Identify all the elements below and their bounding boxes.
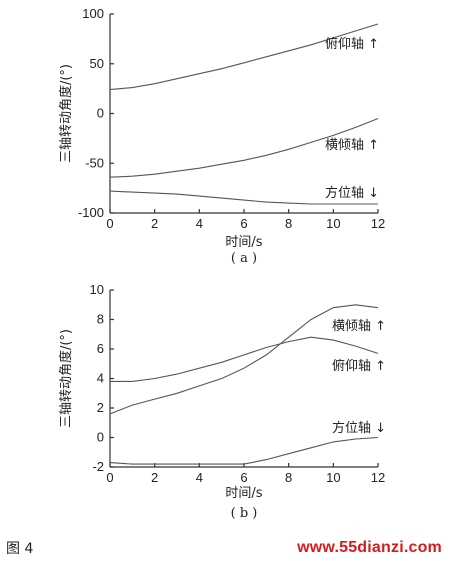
series-line xyxy=(109,117,379,178)
series-label: 俯仰轴 ↑ xyxy=(325,36,379,52)
x-tick-label: 2 xyxy=(151,470,158,485)
y-tick-label: 8 xyxy=(97,312,104,327)
chart-a: -100 -50 0 50 100 0 2 4 6 8 10 12 俯仰轴 ↑ 横倾轴 ↑ 方位轴 ↓ 时间/… xyxy=(58,6,385,266)
x-tick-label: 12 xyxy=(371,470,385,485)
series-label: 俯仰轴 ↑ xyxy=(332,358,386,374)
series-label: 横倾轴 ↑ xyxy=(332,319,386,334)
x-axis-label: 时间/s xyxy=(225,235,262,250)
x-tick-label: 6 xyxy=(240,216,247,231)
y-tick-label: 50 xyxy=(90,56,104,71)
x-tick-label: 8 xyxy=(285,470,292,485)
y-tick-label: 0 xyxy=(97,106,104,121)
figure-label: 图 4 xyxy=(6,541,34,557)
y-tick-label: 0 xyxy=(97,430,104,445)
y-tick-label: 10 xyxy=(90,282,104,297)
watermark-text: www.55dianzi.com xyxy=(297,539,442,556)
y-axis-label: 三轴转动角度/(°) xyxy=(58,329,74,428)
y-tick-label: -50 xyxy=(85,155,104,170)
series-line xyxy=(109,23,379,91)
x-axis-label: 时间/s xyxy=(225,486,262,501)
y-tick-label: 2 xyxy=(97,400,104,415)
x-tick-label: 12 xyxy=(371,216,385,231)
subfigure-caption: ( a ) xyxy=(231,251,257,266)
x-tick-label: 2 xyxy=(151,216,158,231)
series-line xyxy=(110,336,379,382)
x-tick-label: 0 xyxy=(106,216,113,231)
x-tick-label: 4 xyxy=(196,470,203,485)
series-line xyxy=(109,304,379,415)
x-tick-label: 10 xyxy=(326,470,340,485)
series-label: 方位轴 ↓ xyxy=(332,420,386,436)
series-label: 横倾轴 ↑ xyxy=(325,138,379,153)
subfigure-caption: ( b ) xyxy=(231,506,258,521)
x-tick-label: 8 xyxy=(285,216,292,231)
x-tick-label: 10 xyxy=(326,216,340,231)
series-line xyxy=(109,436,379,465)
y-tick-label: 100 xyxy=(82,6,104,21)
y-tick-label: 6 xyxy=(97,341,104,356)
y-axis-label: 三轴转动角度/(°) xyxy=(58,64,74,163)
x-tick-label: 0 xyxy=(106,470,113,485)
x-tick-label: 6 xyxy=(240,470,247,485)
y-tick-label: -2 xyxy=(92,459,104,474)
x-tick-label: 4 xyxy=(196,216,203,231)
series-line xyxy=(109,190,378,205)
y-tick-label: -100 xyxy=(78,205,104,220)
y-tick-label: 4 xyxy=(97,371,104,386)
series-label: 方位轴 ↓ xyxy=(325,185,379,201)
